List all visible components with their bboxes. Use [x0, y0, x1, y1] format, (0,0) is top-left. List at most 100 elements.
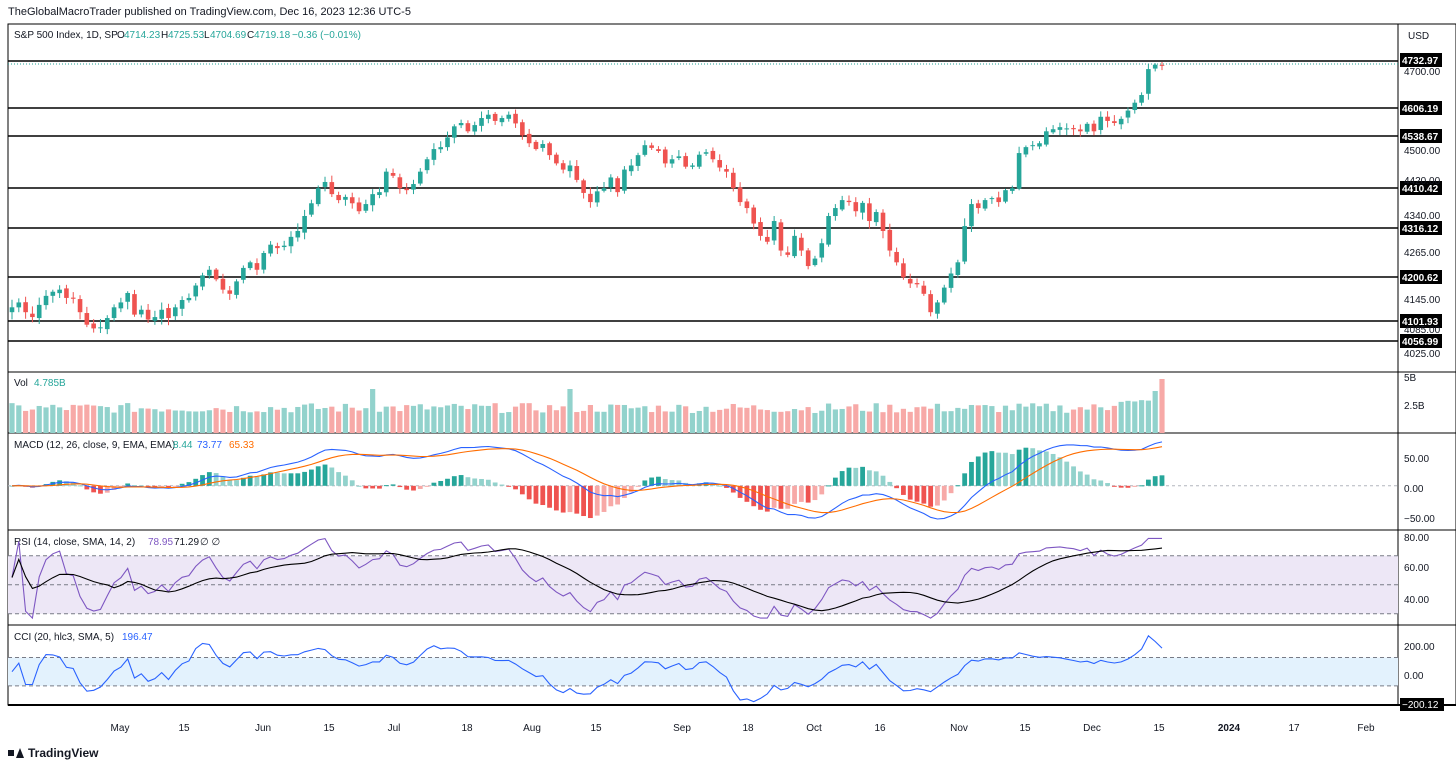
candle-body: [98, 327, 103, 329]
tradingview-brand-text: TradingView: [28, 746, 99, 760]
volume-bar: [805, 407, 811, 433]
vol-last-value: 4.785B: [34, 378, 66, 389]
candle-body: [383, 171, 389, 193]
macd-hist-bar: [519, 485, 525, 495]
macd-hist-bar: [798, 485, 804, 502]
cci-tick-label: 200.00: [1404, 642, 1435, 653]
candle-body: [1091, 123, 1097, 132]
macd-hist-bar: [649, 477, 655, 486]
candle-body: [1098, 116, 1104, 130]
volume-bar: [955, 407, 961, 433]
volume-bar: [57, 407, 63, 433]
macd-hist-bar: [91, 485, 97, 493]
candle-body: [1057, 127, 1063, 130]
macd-signal-line: [11, 446, 1163, 514]
macd-hist-bar: [547, 485, 552, 508]
tradingview-logo[interactable]: TradingView: [8, 746, 98, 760]
candle-body: [731, 172, 736, 189]
volume-bar: [975, 405, 981, 433]
candle-body: [751, 207, 757, 224]
volume-bar: [383, 406, 389, 433]
volume-bar: [159, 411, 165, 433]
candle-body: [50, 291, 56, 296]
macd-hist-bar: [349, 480, 355, 486]
candle-body: [975, 203, 981, 209]
candle-body: [411, 184, 416, 190]
candle-body: [1003, 190, 1008, 202]
vol-title: Vol: [14, 378, 28, 389]
volume-bar: [492, 403, 498, 433]
volume-bar: [404, 405, 410, 433]
volume-bar: [1138, 400, 1145, 433]
macd-hist-bar: [1030, 448, 1036, 486]
macd-hist-bar: [417, 485, 423, 489]
macd-hist-bar: [1111, 485, 1117, 487]
candle-body: [533, 141, 539, 150]
volume-bar: [9, 403, 15, 433]
macd-hist-bar: [553, 485, 559, 511]
candle-body: [159, 309, 165, 319]
candle-body: [935, 302, 940, 314]
candle-body: [717, 160, 722, 168]
candle-body: [792, 235, 797, 257]
price-tick-label: 4340.00: [1404, 211, 1441, 222]
macd-hist-bar: [213, 473, 219, 486]
volume-bar: [723, 408, 730, 433]
ohlc-label: 4719.18: [254, 30, 291, 41]
candle-body: [513, 113, 518, 124]
volume-bar: [1152, 391, 1158, 433]
volume-bar: [91, 405, 97, 433]
volume-bar: [519, 403, 525, 433]
volume-bar: [553, 410, 559, 433]
x-tick-label: Jun: [255, 723, 271, 734]
macd-hist-bar: [404, 485, 410, 490]
volume-bar: [642, 406, 648, 433]
candle-body: [315, 188, 321, 205]
candle-body: [696, 154, 702, 167]
macd-hist-bar: [138, 485, 144, 487]
volume-bar: [894, 412, 900, 433]
x-tick-label: 17: [1288, 723, 1300, 734]
candle-body: [356, 202, 362, 212]
volume-bar: [315, 408, 321, 433]
volume-bar: [812, 412, 818, 433]
candle-body: [846, 200, 852, 203]
volume-bar: [36, 405, 42, 433]
vol-tick-label: 5B: [1404, 373, 1417, 384]
candle-body: [118, 302, 124, 309]
volume-bar: [172, 410, 178, 433]
candle-body: [227, 290, 233, 294]
candle-body: [1139, 95, 1144, 103]
macd-hist-bar: [642, 480, 648, 486]
volume-bar: [451, 403, 457, 433]
volume-bar: [968, 404, 975, 433]
candle-body: [812, 258, 818, 266]
x-tick-label: Jul: [388, 723, 401, 734]
volume-bar: [825, 403, 832, 433]
macd-hist-bar: [492, 482, 498, 486]
macd-hist-bar: [581, 485, 586, 517]
volume-bar: [1091, 404, 1097, 433]
volume-bar: [696, 410, 702, 433]
macd-hist-bar: [125, 483, 131, 486]
volume-bar: [16, 405, 22, 433]
candle-body: [43, 295, 49, 306]
macd-hist-bar: [424, 485, 430, 487]
macd-hist-bar: [839, 471, 845, 486]
candle-body: [662, 149, 668, 164]
volume-bar: [662, 411, 668, 433]
candle-body: [867, 203, 872, 222]
candle-body: [1050, 129, 1056, 133]
cci-line: [11, 634, 1163, 703]
candle-body: [213, 269, 219, 280]
volume-bar: [798, 410, 804, 433]
macd-hist-bar: [84, 485, 90, 490]
volume-bar: [186, 411, 192, 433]
price-tick-label: 4085.00: [1404, 325, 1441, 336]
candle-body: [982, 200, 988, 209]
macd-hist-bar: [336, 472, 342, 486]
candle-body: [799, 237, 804, 251]
candle-body: [275, 246, 280, 249]
